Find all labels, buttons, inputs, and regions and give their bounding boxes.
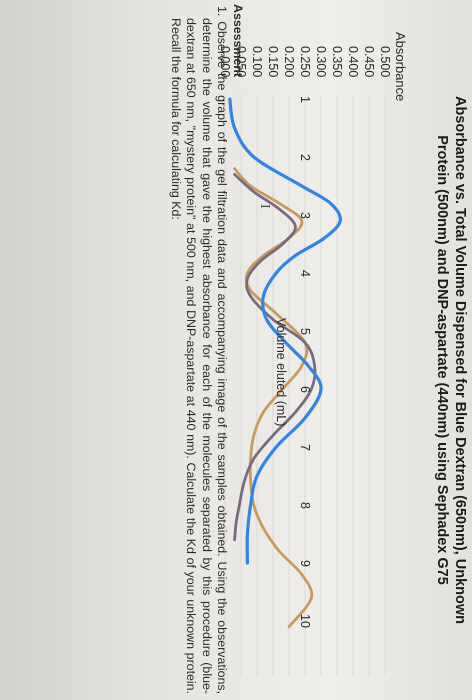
assessment-heading: Assessment (231, 4, 245, 78)
x-tick-label: 9 (298, 560, 312, 567)
x-tick-label: 7 (298, 444, 312, 451)
assessment-question-1: 1. Observe the graph of the gel filtrati… (169, 6, 230, 694)
x-tick-label: 3 (298, 212, 312, 219)
x-tick-label: 8 (298, 502, 312, 509)
x-tick-label: 6 (298, 386, 312, 393)
x-tick-label: 4 (298, 270, 312, 277)
series-line-purple (233, 173, 317, 542)
series-line-tan (233, 167, 314, 629)
text-cursor-icon: I (257, 204, 272, 209)
x-tick-label: 1 (298, 96, 312, 103)
x-tick-label: 2 (298, 154, 312, 161)
series-line-blue (228, 97, 342, 565)
x-tick-label: 5 (298, 328, 312, 335)
assessment-section: Assessment 1. Observe the graph of the g… (168, 4, 245, 694)
x-tick-label: 10 (298, 614, 312, 628)
x-axis-label: Volume eluted (mL) (274, 318, 288, 427)
